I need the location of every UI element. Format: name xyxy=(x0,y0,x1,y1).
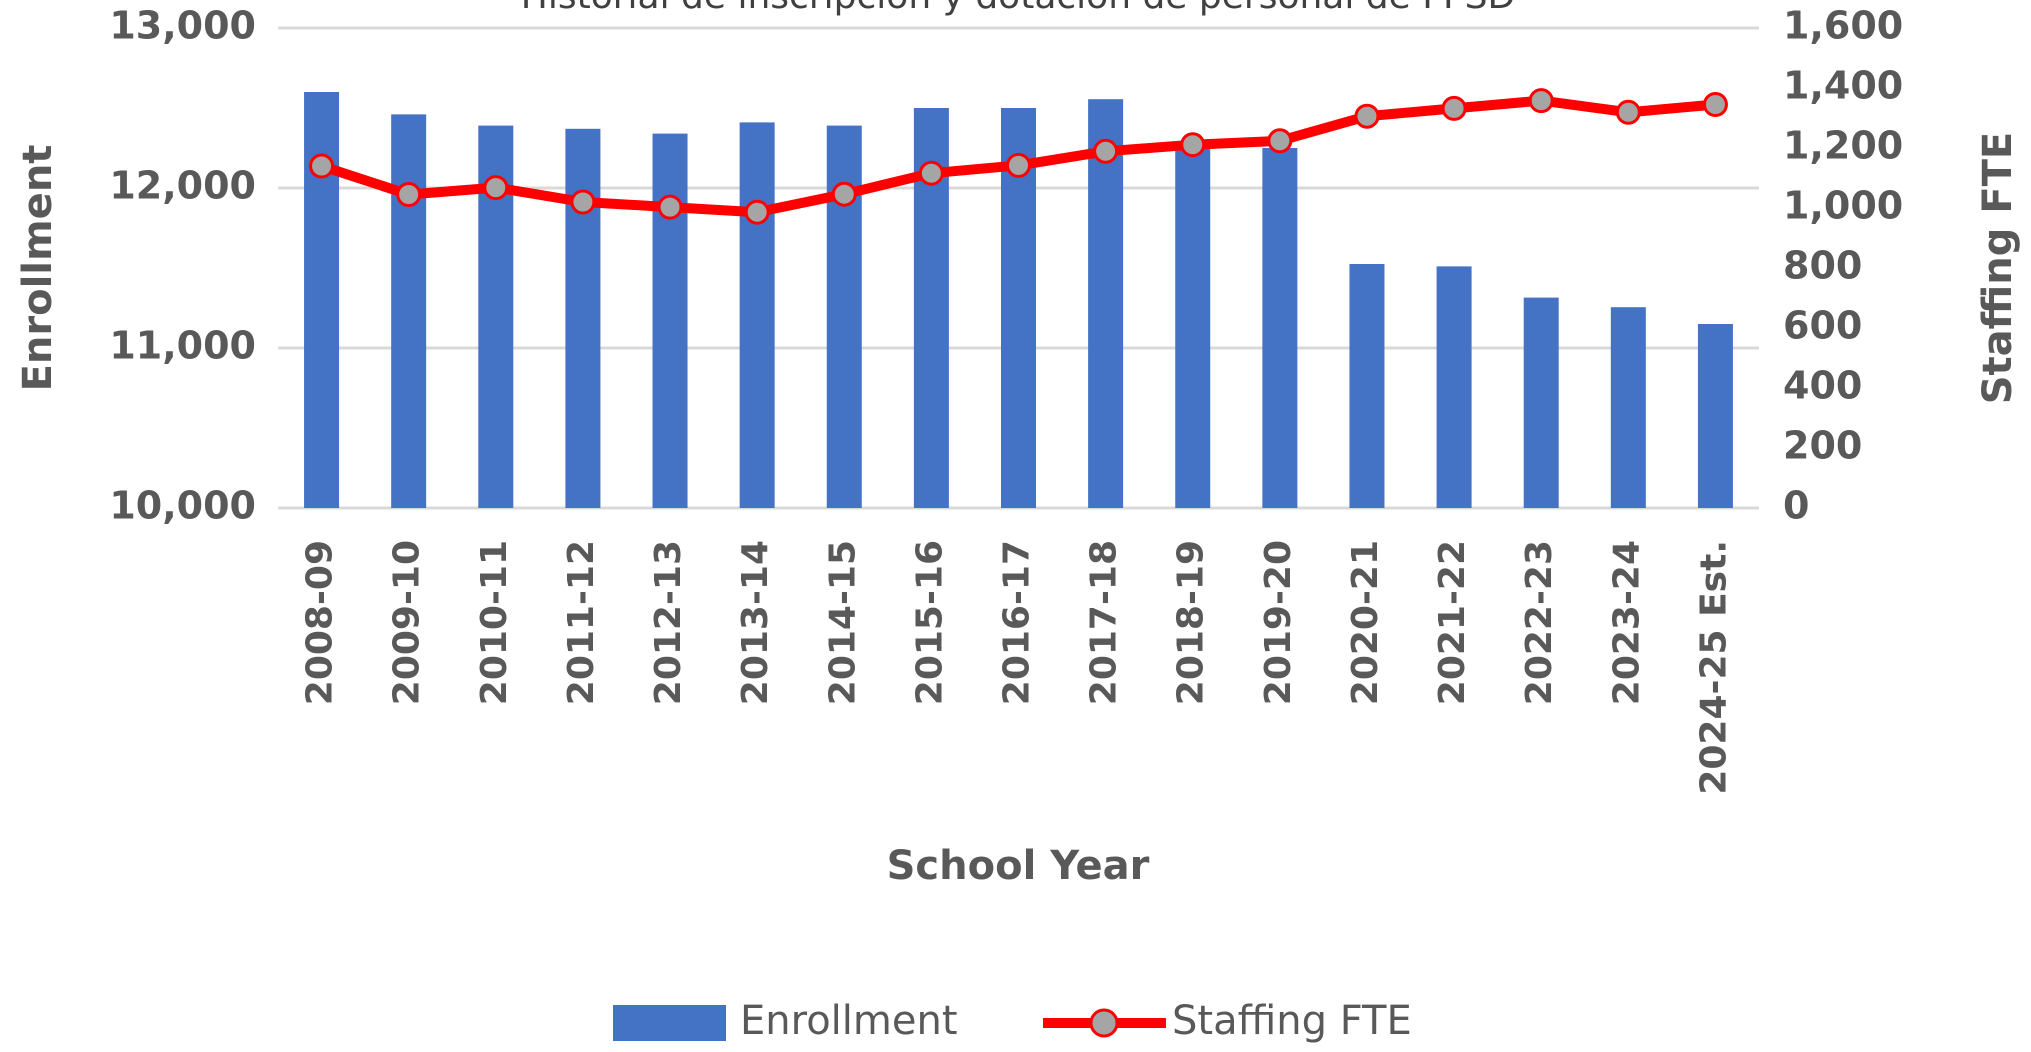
x-tick-label: 2019-20 xyxy=(1258,540,1299,705)
bar xyxy=(1697,324,1733,508)
bar xyxy=(1349,264,1385,508)
bar xyxy=(739,122,775,509)
marker xyxy=(1006,152,1031,178)
y2-tick-label: 400 xyxy=(1783,364,1862,408)
marker xyxy=(1441,95,1467,121)
bar xyxy=(1262,148,1298,508)
marker xyxy=(1354,103,1380,129)
y2-tick-label: 800 xyxy=(1783,244,1862,288)
bar xyxy=(391,114,427,509)
chart-title: Historial de inscripción y dotación de p… xyxy=(521,0,1515,17)
bar xyxy=(1610,307,1646,508)
x-tick-label: 2017-18 xyxy=(1084,540,1125,705)
legend-swatch xyxy=(613,1005,726,1041)
legend-label: Staffing FTE xyxy=(1172,998,1412,1044)
bar xyxy=(565,128,601,509)
y2-tick-label: 1,200 xyxy=(1783,124,1903,168)
marker xyxy=(396,182,422,207)
x-tick-label: 2008-09 xyxy=(300,540,341,705)
marker xyxy=(1615,99,1641,125)
y2-axis-title: Staffing FTE xyxy=(1975,132,2021,405)
bar xyxy=(1088,99,1124,508)
marker xyxy=(1093,138,1119,164)
marker xyxy=(657,194,683,220)
y2-tick-label: 600 xyxy=(1783,304,1862,348)
y-tick-label: 12,000 xyxy=(109,164,256,208)
marker xyxy=(744,199,770,225)
x-tick-label: 2016-17 xyxy=(997,540,1038,705)
legend-marker xyxy=(1089,1008,1119,1038)
y2-tick-label: 1,600 xyxy=(1783,4,1903,48)
y-tick-label: 13,000 xyxy=(109,4,256,48)
marker xyxy=(309,153,335,179)
marker xyxy=(831,181,857,207)
x-tick-label: 2012-13 xyxy=(648,540,689,705)
x-tick-label: 2013-14 xyxy=(735,540,776,705)
bar xyxy=(1175,148,1211,508)
marker xyxy=(1702,92,1728,117)
marker xyxy=(1528,88,1554,114)
x-tick-label: 2024-25 Est. xyxy=(1693,540,1734,795)
bar xyxy=(1523,297,1559,508)
x-tick-label: 2015-16 xyxy=(909,540,950,705)
marker xyxy=(570,189,596,215)
legend-label: Enrollment xyxy=(740,998,958,1044)
x-tick-label: 2014-15 xyxy=(822,540,863,705)
x-tick-label: 2011-12 xyxy=(561,540,602,705)
y2-tick-label: 1,000 xyxy=(1783,184,1903,228)
y2-tick-label: 200 xyxy=(1783,424,1862,468)
x-tick-label: 2018-19 xyxy=(1171,540,1212,705)
x-tick-label: 2021-22 xyxy=(1432,540,1473,705)
y2-tick-label: 0 xyxy=(1783,484,1809,528)
y-tick-label: 10,000 xyxy=(109,484,256,528)
y-tick-label: 11,000 xyxy=(109,324,256,368)
y2-tick-label: 1,400 xyxy=(1783,64,1903,108)
x-tick-label: 2020-21 xyxy=(1345,540,1386,705)
x-tick-label: 2009-10 xyxy=(387,540,428,705)
x-tick-label: 2023-24 xyxy=(1606,540,1647,705)
y-axis-title: Enrollment xyxy=(15,145,61,392)
marker xyxy=(1267,128,1293,154)
marker xyxy=(1180,132,1206,158)
x-axis-title: School Year xyxy=(887,843,1150,889)
bar xyxy=(1436,266,1472,508)
marker xyxy=(918,160,944,186)
x-tick-label: 2010-11 xyxy=(474,540,515,705)
bar xyxy=(652,133,688,508)
marker xyxy=(483,175,509,201)
x-tick-label: 2022-23 xyxy=(1519,540,1560,705)
